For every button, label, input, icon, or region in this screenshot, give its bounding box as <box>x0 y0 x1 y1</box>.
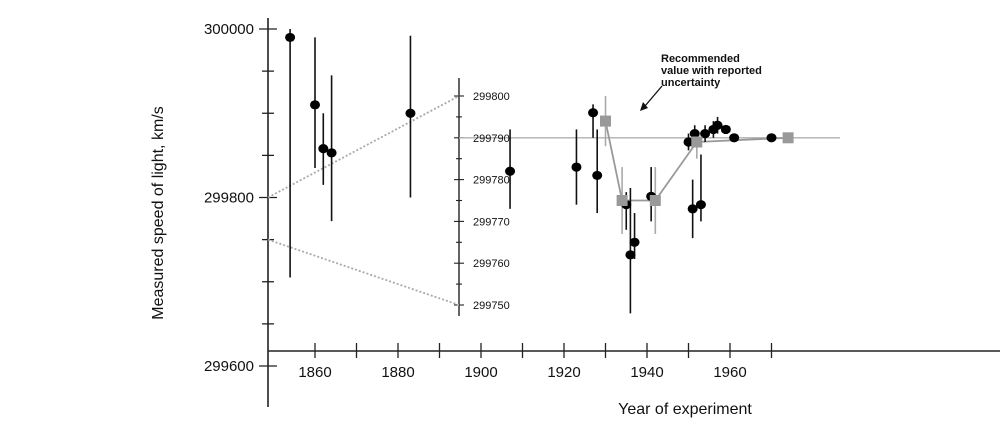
measurement-point <box>625 250 636 260</box>
recommended-value-point <box>691 136 703 148</box>
axes <box>259 18 1000 407</box>
measurement-point <box>687 204 698 214</box>
y-tick-label: 299600 <box>204 358 254 375</box>
recommended-value-point <box>600 115 611 127</box>
measurement-point <box>326 148 337 158</box>
recommended-value-point <box>649 195 661 206</box>
measurement-point <box>571 162 582 172</box>
y-tick-label: 299800 <box>204 190 254 207</box>
inset-tick-label: 299790 <box>473 133 510 145</box>
data-series <box>285 29 794 314</box>
measurement-point <box>592 170 603 181</box>
measurement-point <box>720 124 731 135</box>
x-tick-label: 1940 <box>630 364 663 381</box>
measurement-point <box>310 100 320 110</box>
annotation-text: Recommended <box>661 53 740 65</box>
measurement-point <box>588 108 599 118</box>
y-tick-label: 300000 <box>204 21 254 38</box>
guides <box>267 95 840 306</box>
zoom-guide-line <box>267 238 460 306</box>
annotation-arrow-line <box>644 85 663 107</box>
measurement-point <box>766 133 777 143</box>
y-axis-title: Measured speed of light, km/s <box>150 106 167 319</box>
measurement-point <box>405 108 416 118</box>
measurement-point <box>712 120 723 130</box>
labels: Measured speed of light, km/s Year of ex… <box>150 21 762 418</box>
x-axis-title: Year of experiment <box>618 401 752 418</box>
inset-tick-label: 299800 <box>473 91 510 103</box>
inset-tick-label: 299750 <box>473 300 510 312</box>
measurement-point <box>729 133 740 143</box>
measurement-point <box>689 129 700 139</box>
inset-tick-label: 299780 <box>473 175 510 187</box>
x-tick-label: 1900 <box>464 364 497 381</box>
measurement-point <box>318 144 329 154</box>
measurement-point <box>505 166 516 176</box>
inset-tick-label: 299760 <box>473 258 510 270</box>
recommended-value-point <box>616 195 628 206</box>
recommended-value-point <box>782 132 794 144</box>
measurement-point <box>695 200 706 210</box>
annotation-text: uncertainty <box>661 77 721 89</box>
x-tick-label: 1880 <box>381 364 414 381</box>
annotation-text: value with reported <box>661 65 762 77</box>
x-tick-label: 1960 <box>713 364 746 381</box>
x-tick-label: 1860 <box>298 364 331 381</box>
inset-tick-label: 299770 <box>473 216 510 228</box>
x-tick-label: 1920 <box>547 364 580 381</box>
measurement-point <box>700 129 711 139</box>
measurement-point <box>285 32 296 43</box>
measurement-point <box>629 237 640 247</box>
measurement-point <box>683 137 694 147</box>
zoom-guide-line <box>267 95 460 199</box>
annotation-arrow-head <box>640 102 648 111</box>
